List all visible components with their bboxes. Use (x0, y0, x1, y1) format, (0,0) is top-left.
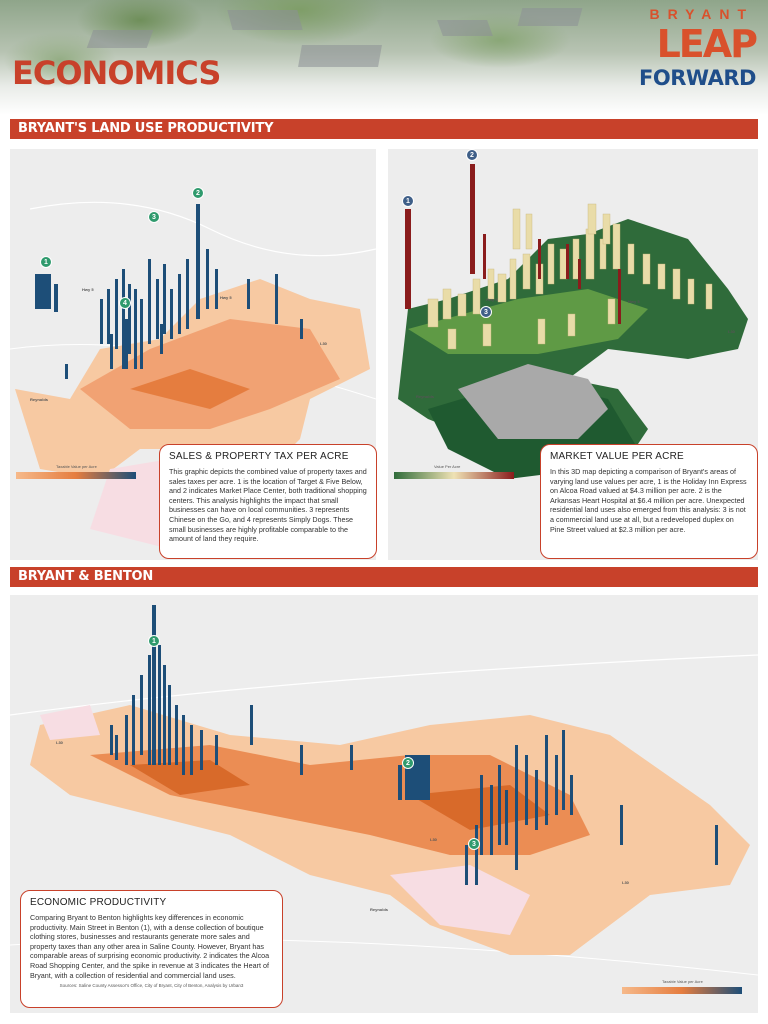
map-marker-1: 1 (402, 195, 414, 207)
callout-body: This graphic depicts the combined value … (169, 467, 367, 544)
legend-gradient (16, 472, 136, 479)
legend-gradient (394, 472, 514, 479)
tax-per-acre-map: 1 2 3 4 Hwy 5 Hwy 5 I-30 Reynolds Taxabl… (10, 149, 376, 560)
house-roof-graphic (517, 8, 583, 26)
logo-line-1: BRYANT (649, 6, 754, 22)
callout-title: SALES & PROPERTY TAX PER ACRE (169, 451, 349, 462)
road-label: Hwy 5 (220, 295, 232, 300)
callout-title: ECONOMIC PRODUCTIVITY (30, 897, 167, 908)
map-marker-3: 3 (468, 838, 480, 850)
road-label: I-30 (622, 880, 629, 885)
tax-legend: Taxable Value per Acre (16, 464, 136, 479)
house-roof-graphic (86, 30, 154, 48)
road-label: Reynolds (416, 394, 435, 399)
road-label: Reynolds (30, 397, 49, 402)
map-marker-4: 4 (119, 297, 131, 309)
map-marker-2: 2 (466, 149, 478, 161)
map-marker-1: 1 (40, 256, 52, 268)
road-label: Hwy 5 (82, 287, 94, 292)
map-marker-3: 3 (480, 306, 492, 318)
productivity-legend: Taxable Value per Acre (622, 979, 742, 994)
road-label: I-30 (728, 329, 735, 334)
section-1-header: BRYANT'S LAND USE PRODUCTIVITY (10, 119, 758, 139)
source-note: Sources: Saline County Assessor's Office… (59, 983, 244, 989)
callout-body: In this 3D map depicting a comparison of… (550, 467, 747, 534)
road-label: Hwy 5 (628, 299, 640, 304)
map-marker-2: 2 (402, 757, 414, 769)
map-marker-2: 2 (192, 187, 204, 199)
road-label: I-30 (320, 341, 327, 346)
road-label: I-30 (56, 740, 63, 745)
logo-line-2: LEAP (656, 22, 758, 66)
logo-line-3: FORWARD (639, 66, 756, 90)
map-marker-3: 3 (148, 211, 160, 223)
tax-callout: SALES & PROPERTY TAX PER ACRE This graph… (159, 444, 377, 559)
house-roof-graphic (227, 10, 303, 30)
callout-body: Comparing Bryant to Benton highlights ke… (30, 913, 270, 980)
leap-forward-logo: BRYANT LEAP FORWARD (621, 6, 758, 92)
legend-label: Taxable Value per Acre (662, 979, 703, 984)
value-legend: Value Per Acre (394, 464, 514, 479)
legend-gradient (622, 987, 742, 994)
productivity-callout: ECONOMIC PRODUCTIVITY Comparing Bryant t… (20, 890, 283, 1008)
road-label: I-30 (430, 837, 437, 842)
house-roof-graphic (298, 45, 382, 67)
header-banner: ECONOMICS BRYANT LEAP FORWARD (0, 0, 768, 115)
map-marker-1: 1 (148, 635, 160, 647)
road-label: Reynolds (370, 907, 389, 912)
legend-label: Value Per Acre (434, 464, 461, 469)
callout-title: MARKET VALUE PER ACRE (550, 451, 684, 462)
page-title: ECONOMICS (12, 54, 221, 92)
house-roof-graphic (437, 20, 493, 36)
legend-label: Taxable Value per Acre (56, 464, 97, 469)
value-callout: MARKET VALUE PER ACRE In this 3D map dep… (540, 444, 758, 559)
section-2-header: BRYANT & BENTON (10, 567, 758, 587)
road-label: Hwy 5 (486, 297, 498, 302)
